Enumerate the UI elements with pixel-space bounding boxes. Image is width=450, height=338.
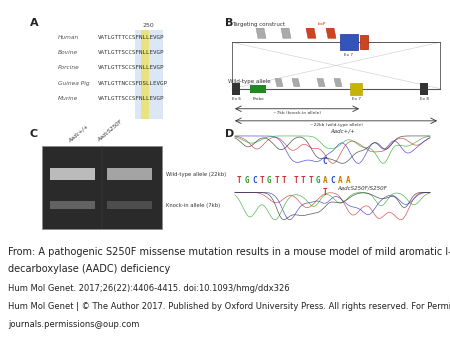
- Bar: [141, 30, 149, 119]
- Text: VATLGTTSCCSFNLLEVGP: VATLGTTSCCSFNLLEVGP: [98, 96, 165, 101]
- Text: Wild-type allele: Wild-type allele: [228, 78, 270, 83]
- Text: C: C: [252, 176, 256, 185]
- Text: T: T: [293, 176, 298, 185]
- Text: 250: 250: [142, 23, 154, 28]
- Text: T: T: [282, 176, 287, 185]
- Text: C: C: [331, 176, 335, 185]
- Text: Ex 7: Ex 7: [345, 53, 354, 57]
- Bar: [360, 35, 368, 49]
- Text: T: T: [237, 176, 242, 185]
- Text: T: T: [301, 176, 306, 185]
- Polygon shape: [281, 28, 291, 38]
- Polygon shape: [306, 28, 316, 38]
- Polygon shape: [256, 28, 266, 38]
- Text: G: G: [316, 176, 320, 185]
- Bar: [350, 82, 362, 95]
- Polygon shape: [334, 78, 342, 87]
- Text: Ex 7: Ex 7: [351, 97, 360, 101]
- Text: Aadc+/+: Aadc+/+: [67, 123, 89, 143]
- Text: AadcS250F: AadcS250F: [97, 119, 124, 143]
- Text: Guinea Pig: Guinea Pig: [58, 80, 90, 86]
- Text: VATLGTTNCCSFDSLLEVGP: VATLGTTNCCSFDSLLEVGP: [98, 80, 168, 86]
- Text: Human: Human: [58, 35, 79, 40]
- Text: ~7kb (knock-in allele): ~7kb (knock-in allele): [273, 111, 321, 115]
- Text: ~22kb (wild-type allele): ~22kb (wild-type allele): [310, 123, 362, 127]
- Polygon shape: [317, 78, 325, 87]
- Bar: [42, 146, 162, 228]
- Bar: [107, 201, 152, 210]
- Text: Ex 6: Ex 6: [231, 97, 240, 101]
- Text: Aadc+/+: Aadc+/+: [330, 129, 355, 134]
- Text: C: C: [323, 157, 327, 166]
- Text: D: D: [225, 129, 234, 139]
- Text: loxP: loxP: [318, 22, 326, 26]
- Polygon shape: [275, 78, 283, 87]
- Polygon shape: [292, 78, 300, 87]
- Text: C: C: [30, 129, 38, 139]
- Text: Hum Mol Genet. 2017;26(22):4406-4415. doi:10.1093/hmg/ddx326: Hum Mol Genet. 2017;26(22):4406-4415. do…: [8, 284, 290, 293]
- Text: Ex 8: Ex 8: [419, 97, 428, 101]
- Text: Knock-in allele (7kb): Knock-in allele (7kb): [166, 203, 220, 208]
- Text: A: A: [30, 18, 39, 28]
- Bar: [232, 82, 240, 95]
- Text: VATLGTTSCCSFNLLEVGP: VATLGTTSCCSFNLLEVGP: [98, 50, 165, 55]
- Text: B: B: [225, 18, 234, 28]
- Text: journals.permissions@oup.com: journals.permissions@oup.com: [8, 320, 140, 329]
- Text: VATLGTTTCCSFNLLEVGP: VATLGTTTCCSFNLLEVGP: [98, 35, 165, 40]
- Text: Bovine: Bovine: [58, 50, 78, 55]
- Text: T: T: [260, 176, 264, 185]
- Text: Targeting construct: Targeting construct: [232, 22, 285, 27]
- Text: Porcine: Porcine: [58, 66, 80, 70]
- Bar: [250, 84, 266, 93]
- Text: A: A: [338, 176, 343, 185]
- Text: VATLGTTSCCSFNLLEVGP: VATLGTTSCCSFNLLEVGP: [98, 66, 165, 70]
- Text: AadcS250F/S250F: AadcS250F/S250F: [337, 185, 387, 190]
- Bar: [340, 34, 358, 50]
- Text: Hum Mol Genet | © The Author 2017. Published by Oxford University Press. All rig: Hum Mol Genet | © The Author 2017. Publi…: [8, 302, 450, 311]
- Text: From: A pathogenic S250F missense mutation results in a mouse model of mild arom: From: A pathogenic S250F missense mutati…: [8, 247, 450, 257]
- Bar: [107, 168, 152, 180]
- Text: A: A: [346, 176, 351, 185]
- Text: T: T: [323, 188, 327, 197]
- Text: Murine: Murine: [58, 96, 78, 101]
- Polygon shape: [326, 28, 336, 38]
- Text: A: A: [323, 176, 328, 185]
- Bar: [135, 30, 163, 119]
- Text: G: G: [244, 176, 249, 185]
- Text: T: T: [308, 176, 313, 185]
- Text: T: T: [274, 176, 279, 185]
- Text: Probe: Probe: [252, 97, 264, 101]
- Bar: [420, 82, 428, 95]
- Bar: [50, 168, 95, 180]
- Bar: [50, 201, 95, 210]
- Text: G: G: [267, 176, 272, 185]
- Text: Wild-type allele (22kb): Wild-type allele (22kb): [166, 172, 226, 177]
- Text: decarboxylase (AADC) deficiency: decarboxylase (AADC) deficiency: [8, 264, 171, 274]
